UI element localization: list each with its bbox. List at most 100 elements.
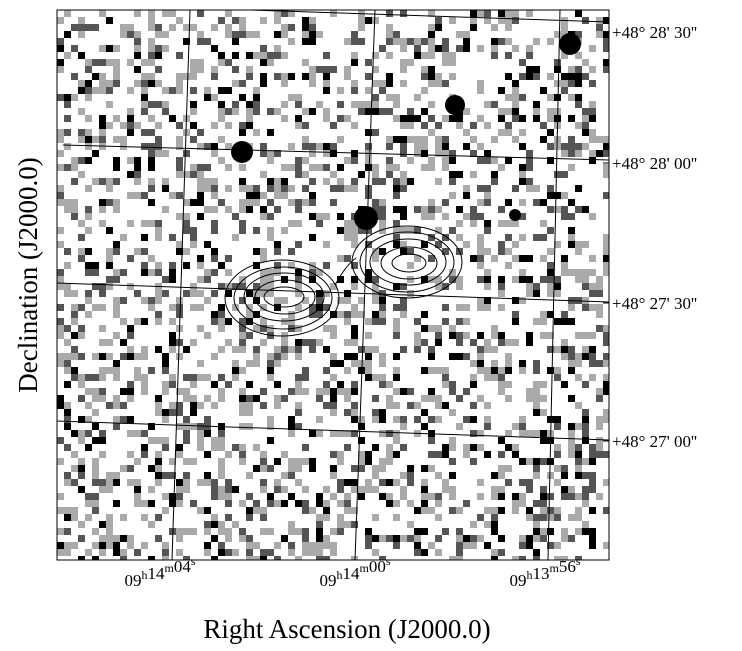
image-pixel [309,339,316,346]
image-pixel [351,353,358,360]
image-pixel [484,269,491,276]
image-pixel [253,542,260,549]
image-pixel [491,178,498,185]
image-pixel [407,108,414,115]
image-pixel [379,178,386,185]
image-pixel [309,38,316,45]
image-pixel [288,73,295,80]
image-pixel [260,318,267,325]
image-pixel [85,227,92,234]
ra-value: 14 [342,564,360,583]
image-pixel [281,101,288,108]
image-pixel [603,542,609,549]
image-pixel [246,101,253,108]
image-pixel [568,73,575,80]
image-pixel [491,38,498,45]
image-pixel [246,542,253,549]
image-pixel [421,549,428,556]
image-pixel [295,465,302,472]
image-pixel [498,332,505,339]
image-pixel [337,115,344,122]
image-pixel [351,479,358,486]
image-pixel [477,199,484,206]
image-pixel [78,304,85,311]
image-pixel [547,262,554,269]
image-pixel [379,248,386,255]
image-pixel [379,45,386,52]
image-pixel [176,353,183,360]
image-pixel [456,332,463,339]
image-pixel [323,381,330,388]
image-pixel [113,395,120,402]
image-pixel [197,437,204,444]
image-pixel [428,451,435,458]
image-pixel [274,17,281,24]
image-pixel [288,164,295,171]
image-pixel [442,157,449,164]
image-pixel [288,472,295,479]
image-pixel [218,199,225,206]
image-pixel [232,367,239,374]
image-pixel [505,220,512,227]
image-pixel [71,199,78,206]
image-pixel [603,248,609,255]
image-pixel [512,556,519,560]
image-pixel [421,528,428,535]
image-pixel [281,395,288,402]
image-pixel [547,73,554,80]
image-pixel [456,220,463,227]
image-pixel [190,283,197,290]
image-pixel [57,493,64,500]
image-pixel [92,136,99,143]
image-pixel [176,164,183,171]
image-pixel [393,332,400,339]
image-pixel [295,374,302,381]
image-pixel [71,213,78,220]
image-pixel [92,304,99,311]
image-pixel [106,199,113,206]
image-pixel [456,535,463,542]
image-pixel [372,395,379,402]
image-pixel [141,108,148,115]
image-pixel [407,388,414,395]
image-pixel [197,213,204,220]
image-pixel [148,59,155,66]
image-pixel [505,339,512,346]
image-pixel [85,297,92,304]
image-pixel [211,535,218,542]
image-pixel [148,164,155,171]
image-pixel [365,59,372,66]
image-pixel [533,38,540,45]
image-pixel [197,59,204,66]
image-pixel [582,241,589,248]
ra-value: 09 [319,571,336,590]
image-pixel [330,465,337,472]
image-pixel [484,416,491,423]
image-pixel [141,269,148,276]
image-pixel [253,129,260,136]
dec-tick-label: +48° 27' 00'' [612,432,697,451]
image-pixel [498,388,505,395]
image-pixel [533,549,540,556]
image-pixel [491,514,498,521]
image-pixel [540,430,547,437]
image-pixel [134,248,141,255]
image-pixel [470,10,477,17]
image-pixel [302,535,309,542]
image-pixel [211,192,218,199]
image-pixel [78,374,85,381]
image-pixel [589,479,596,486]
image-pixel [484,367,491,374]
image-pixel [407,472,414,479]
image-pixel [197,255,204,262]
image-pixel [113,248,120,255]
image-pixel [274,346,281,353]
image-pixel [302,24,309,31]
image-pixel [288,346,295,353]
image-pixel [547,416,554,423]
image-pixel [386,73,393,80]
image-pixel [575,465,582,472]
image-pixel [64,479,71,486]
image-pixel [526,542,533,549]
image-pixel [421,122,428,129]
